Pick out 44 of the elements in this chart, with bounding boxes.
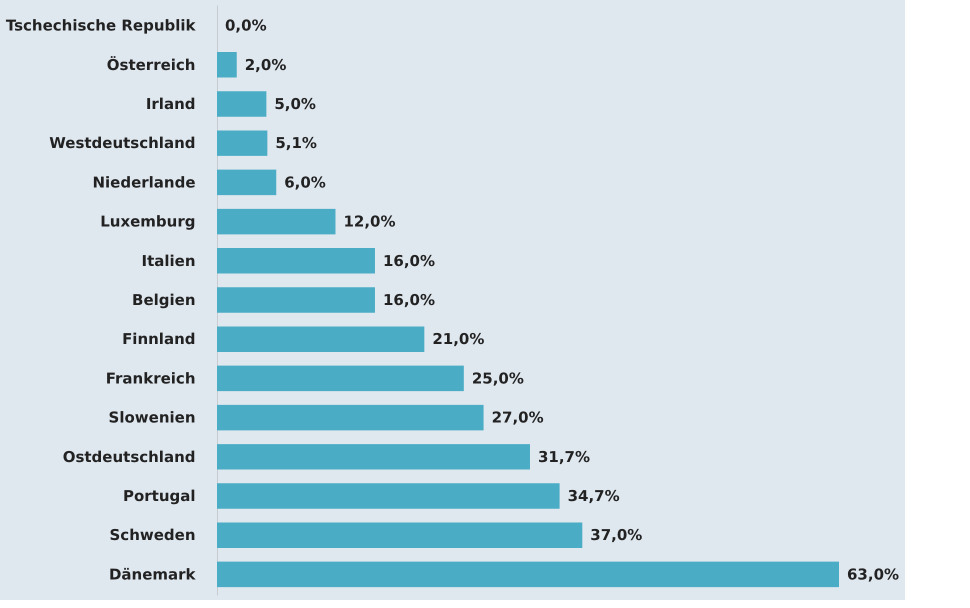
data-label: 34,7% xyxy=(568,487,620,506)
data-label: 37,0% xyxy=(590,526,642,544)
bar xyxy=(217,52,237,78)
y-tick-label: Niederlande xyxy=(92,173,196,192)
data-label: 21,0% xyxy=(432,330,484,348)
y-tick-label: Belgien xyxy=(132,291,196,309)
data-label: 31,7% xyxy=(538,448,590,466)
bar xyxy=(217,522,582,548)
y-tick-label: Österreich xyxy=(106,56,196,74)
y-tick-label: Irland xyxy=(146,94,196,113)
y-tick-label: Ostdeutschland xyxy=(62,448,196,466)
data-label: 25,0% xyxy=(472,369,524,388)
y-tick-label: Portugal xyxy=(122,487,196,506)
bar xyxy=(217,483,560,509)
y-tick-label: Italien xyxy=(141,252,196,270)
data-label: 5,0% xyxy=(274,94,316,113)
y-tick-label: Westdeutschland xyxy=(49,134,196,152)
bar xyxy=(217,444,530,470)
data-label: 16,0% xyxy=(382,252,436,270)
data-label: 6,0% xyxy=(284,173,326,192)
bar xyxy=(217,91,266,117)
data-label: 63,0% xyxy=(847,565,900,584)
data-label: 5,1% xyxy=(275,134,317,152)
bar xyxy=(217,248,375,274)
data-label: 0,0% xyxy=(225,16,267,35)
y-tick-label: Frankreich xyxy=(106,369,196,388)
y-tick-label: Finnland xyxy=(122,330,196,348)
bar xyxy=(217,208,336,234)
y-tick-label: Luxemburg xyxy=(100,212,196,231)
bar xyxy=(217,287,375,313)
bar xyxy=(217,130,268,156)
data-label: 2,0% xyxy=(244,56,286,74)
y-tick-label: Schweden xyxy=(110,526,196,544)
data-label: 12,0% xyxy=(343,212,396,231)
bar xyxy=(217,170,276,196)
bar xyxy=(217,326,424,352)
y-tick-label: Tschechische Republik xyxy=(6,16,197,35)
bar xyxy=(217,404,484,430)
y-tick-label: Dänemark xyxy=(108,565,197,584)
bar xyxy=(217,562,839,588)
data-label: 27,0% xyxy=(492,408,544,427)
data-label: 16,0% xyxy=(382,291,436,309)
bar xyxy=(217,366,464,392)
y-tick-label: Slowenien xyxy=(108,408,196,427)
